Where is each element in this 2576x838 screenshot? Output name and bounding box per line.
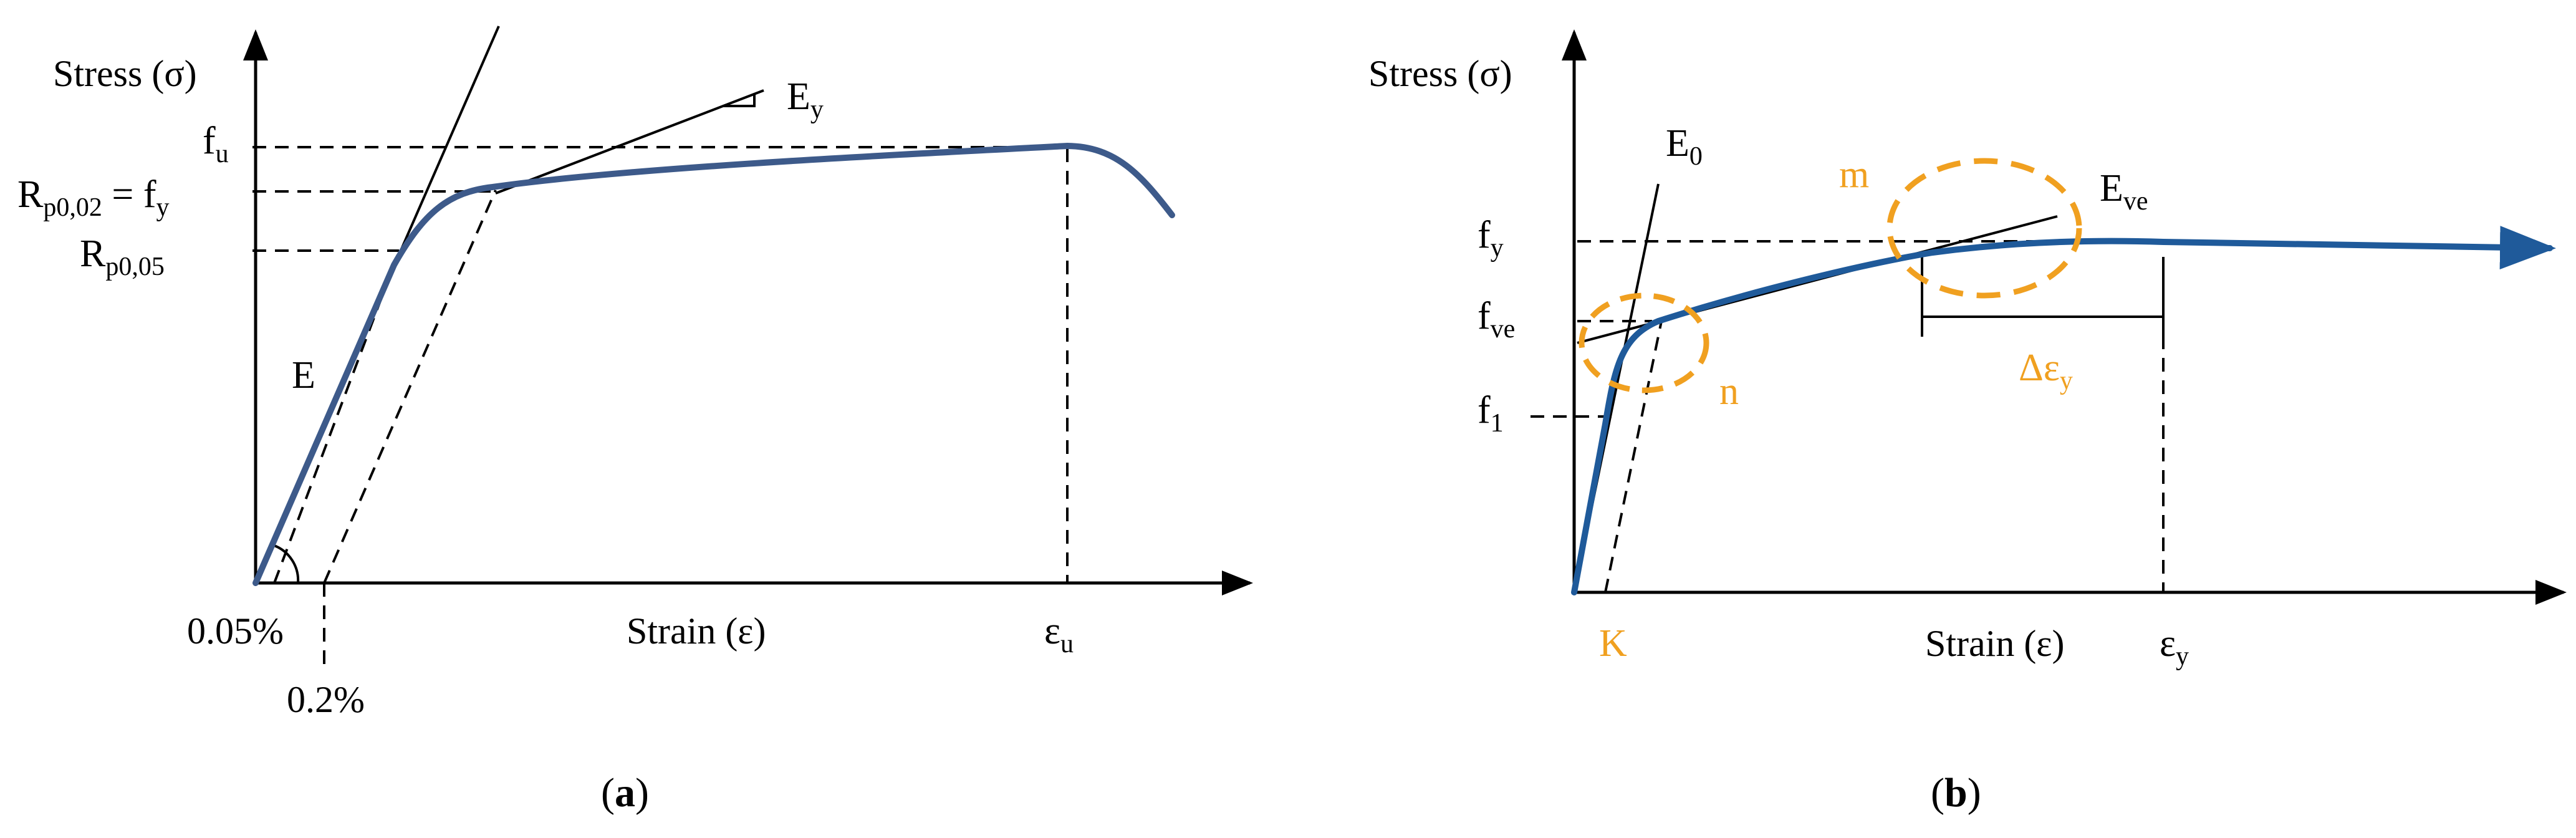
a-angle-arc bbox=[274, 544, 300, 584]
a-eu-label: εu bbox=[1044, 610, 1074, 658]
b-stress-strain-curve bbox=[1571, 226, 2556, 595]
a-offset-02-line bbox=[323, 190, 497, 584]
a-elastic-modulus-label: E bbox=[292, 354, 315, 397]
b-y-axis-label: Stress (σ) bbox=[1368, 53, 1512, 94]
a-rp05-label: Rp0,05 bbox=[80, 233, 165, 281]
a-stress-strain-curve bbox=[252, 143, 1175, 586]
b-e0-label: E0 bbox=[1666, 122, 1703, 171]
a-tangent-modulus-label: Ey bbox=[787, 75, 824, 124]
b-k-label: K bbox=[1599, 622, 1627, 665]
a-rp02-label: Rp0,02 = fy bbox=[17, 173, 169, 222]
b-caption: (b) bbox=[1931, 770, 1981, 816]
b-highlight-m-ellipse bbox=[1886, 158, 2082, 299]
b-m-label: m bbox=[1839, 153, 1869, 196]
a-offset-02-label: 0.2% bbox=[287, 679, 365, 720]
b-eve-label: Eve bbox=[2100, 167, 2148, 216]
b-fve-label: fve bbox=[1478, 295, 1515, 344]
b-delta-epsilon-label: Δεy bbox=[2019, 347, 2073, 395]
panel-a: Stress (σ) Strain (ε) E Ey fu Rp0,02 = f… bbox=[17, 26, 1253, 816]
a-offset-005-label: 0.05% bbox=[187, 610, 284, 652]
b-f1-label: f1 bbox=[1478, 389, 1504, 438]
a-caption: (a) bbox=[601, 770, 649, 816]
b-ey-label: εy bbox=[2160, 622, 2189, 671]
a-tangent-modulus-line bbox=[495, 89, 764, 195]
a-fu-label: fu bbox=[203, 120, 229, 168]
a-tangent-slope-triangle bbox=[723, 95, 756, 107]
b-x-axis-label: Strain (ε) bbox=[1925, 623, 2064, 664]
a-y-axis-label: Stress (σ) bbox=[53, 53, 197, 94]
b-highlight-n-ellipse bbox=[1579, 292, 1709, 393]
b-fy-label: fy bbox=[1478, 214, 1504, 262]
b-n-label: n bbox=[1719, 370, 1739, 413]
panel-b: Stress (σ) Strain (ε) E0 Eve fy fve f1 m… bbox=[1368, 29, 2567, 816]
a-x-axis-label: Strain (ε) bbox=[627, 610, 766, 652]
b-k-offset-line bbox=[1604, 320, 1663, 593]
